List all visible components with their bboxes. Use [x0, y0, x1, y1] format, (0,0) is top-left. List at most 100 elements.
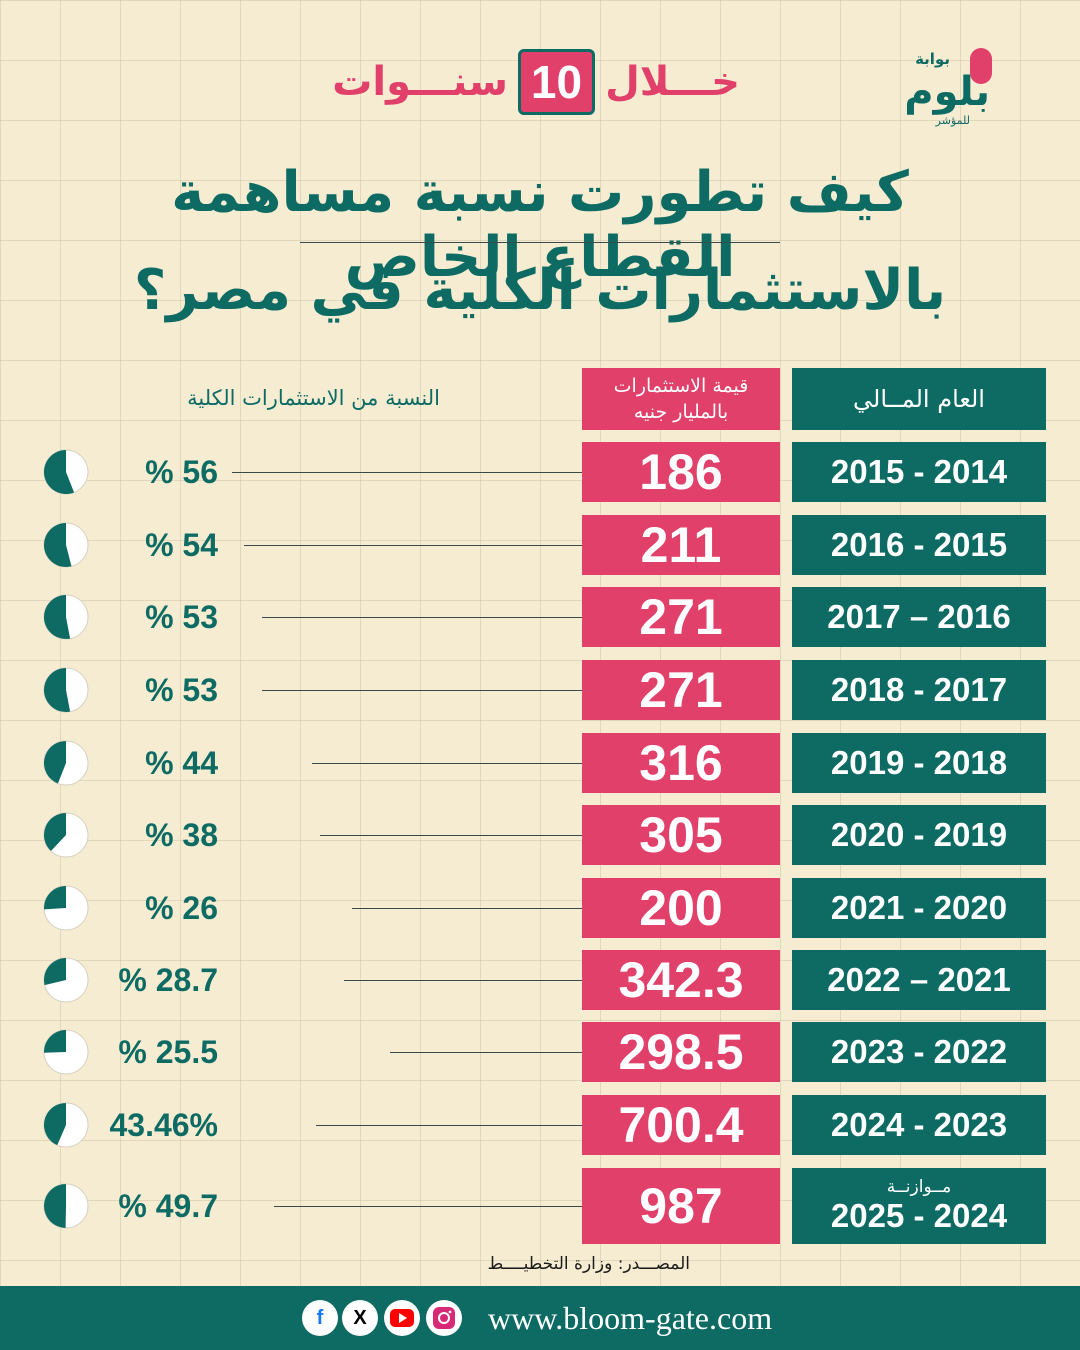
header-percentage: النسبة من الاستثمارات الكلية — [187, 386, 440, 410]
percent-label: 43.46% — [109, 1107, 218, 1143]
connector-line — [274, 1206, 582, 1207]
footer-bar — [0, 1286, 1080, 1350]
table-row: مــوازنــة 2025 - 2024 987 % 49.7 — [0, 1168, 1080, 1244]
pie-slice — [43, 958, 66, 986]
percent-label: % 44 — [145, 745, 218, 781]
header-fiscal-year: العام المــالي — [792, 368, 1046, 430]
x-icon[interactable]: X — [342, 1300, 378, 1336]
brand-small-text: بوابة — [915, 50, 950, 68]
table-row: 2015 - 2014 186 % 56 — [0, 442, 1080, 502]
pie-slice — [44, 450, 75, 494]
table-row: 2018 - 2017 271 % 53 — [0, 660, 1080, 720]
year-cell: 2017 – 2016 — [792, 587, 1046, 647]
header-value-line1: قيمة الاستثمارات — [613, 375, 749, 397]
table-row: 2019 - 2018 316 % 44 — [0, 733, 1080, 793]
brand-main-text: بلوم — [904, 69, 990, 115]
instagram-icon[interactable] — [426, 1300, 462, 1336]
banner-number: 10 — [517, 49, 596, 115]
connector-line — [312, 763, 582, 764]
microphone-icon — [970, 48, 992, 84]
percent-label: % 53 — [145, 599, 218, 635]
percent-pie — [43, 1183, 89, 1229]
table-row: 2016 - 2015 211 % 54 — [0, 515, 1080, 575]
table-row: 2023 - 2022 298.5 % 25.5 — [0, 1022, 1080, 1082]
year-cell: 2016 - 2015 — [792, 515, 1046, 575]
percent-pie — [43, 957, 89, 1003]
year-cell: 2024 - 2023 — [792, 1095, 1046, 1155]
pie-slice — [44, 1103, 66, 1146]
value-cell: 200 — [582, 878, 780, 938]
percent-pie — [43, 1029, 89, 1075]
connector-line — [262, 690, 582, 691]
year-cell: 2018 - 2017 — [792, 660, 1046, 720]
year-cell: 2020 - 2019 — [792, 805, 1046, 865]
percent-label: % 28.7 — [118, 962, 218, 998]
percent-label: % 26 — [145, 890, 218, 926]
table-row: 2017 – 2016 271 % 53 — [0, 587, 1080, 647]
source-note: المصـــدر: وزارة التخطيــــط — [487, 1254, 690, 1274]
value-cell: 186 — [582, 442, 780, 502]
banner-prefix: خـــلال — [605, 59, 740, 105]
pie-slice — [44, 1184, 66, 1228]
connector-line — [262, 617, 582, 618]
percent-pie — [43, 449, 89, 495]
value-cell: 211 — [582, 515, 780, 575]
website-link[interactable]: www.bloom-gate.com — [488, 1300, 773, 1336]
percent-label: % 25.5 — [118, 1034, 218, 1070]
year-cell: مــوازنــة 2025 - 2024 — [792, 1168, 1046, 1244]
page-title-line1: كيف تطورت نسبة مساهمة القطاع الخاص — [171, 160, 909, 290]
value-cell: 987 — [582, 1168, 780, 1244]
table-row: 2022 – 2021 342.3 % 28.7 — [0, 950, 1080, 1010]
value-cell: 342.3 — [582, 950, 780, 1010]
facebook-icon[interactable]: f — [302, 1300, 338, 1336]
year-cell: 2015 - 2014 — [792, 442, 1046, 502]
connector-line — [390, 1052, 582, 1053]
youtube-icon[interactable] — [384, 1300, 420, 1336]
percent-pie — [43, 740, 89, 786]
pie-slice — [43, 741, 66, 784]
page-title-line2: بالاستثمارات الكلية في مصر؟ — [133, 258, 947, 323]
value-cell: 271 — [582, 660, 780, 720]
brand-sub-text: للمؤشر — [935, 114, 970, 127]
percent-label: % 54 — [145, 527, 218, 563]
connector-line — [344, 980, 582, 981]
header-value-line2: بالمليار جنيه — [633, 401, 729, 423]
connector-line — [232, 472, 582, 473]
header-investment-value: قيمة الاستثمارات بالمليار جنيه — [582, 368, 780, 430]
pie-slice — [44, 668, 71, 712]
percent-pie — [43, 522, 89, 568]
percent-pie — [43, 885, 89, 931]
value-cell: 271 — [582, 587, 780, 647]
pie-slice — [44, 595, 71, 639]
year-cell: 2021 - 2020 — [792, 878, 1046, 938]
percent-label: % 56 — [145, 454, 218, 490]
connector-line — [352, 908, 582, 909]
brand-logo: بوابة بلوم للمؤشر — [858, 48, 1008, 130]
pie-slice — [44, 1030, 66, 1053]
banner-suffix: سنـــوات — [332, 59, 508, 105]
value-cell: 700.4 — [582, 1095, 780, 1155]
value-cell: 298.5 — [582, 1022, 780, 1082]
value-cell: 305 — [582, 805, 780, 865]
ten-years-banner: خـــلال 10 سنـــوات — [332, 49, 740, 115]
title-divider — [300, 242, 780, 243]
year-cell: 2019 - 2018 — [792, 733, 1046, 793]
table-row: 2024 - 2023 700.4 43.46% — [0, 1095, 1080, 1155]
percent-label: % 49.7 — [118, 1188, 218, 1224]
connector-line — [320, 835, 582, 836]
percent-pie — [43, 1102, 89, 1148]
percent-pie — [43, 812, 89, 858]
pie-slice — [43, 886, 66, 910]
connector-line — [244, 545, 582, 546]
percent-pie — [43, 667, 89, 713]
year-cell: 2023 - 2022 — [792, 1022, 1046, 1082]
pie-slice — [44, 523, 72, 567]
percent-label: % 53 — [145, 672, 218, 708]
budget-note: مــوازنــة — [886, 1177, 952, 1197]
year-cell: 2022 – 2021 — [792, 950, 1046, 1010]
table-row: 2020 - 2019 305 % 38 — [0, 805, 1080, 865]
year-value: 2025 - 2024 — [830, 1197, 1008, 1234]
table-row: 2021 - 2020 200 % 26 — [0, 878, 1080, 938]
connector-line — [316, 1125, 582, 1126]
pie-slice — [43, 813, 66, 852]
